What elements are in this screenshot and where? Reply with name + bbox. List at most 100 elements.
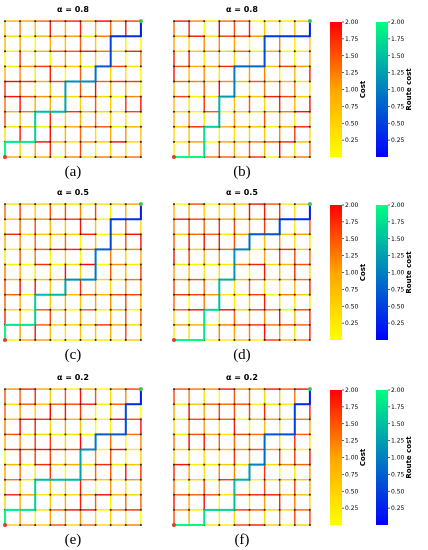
node [49,20,52,23]
node [4,278,6,281]
node [218,418,221,421]
node [109,80,112,83]
node [34,403,37,406]
node [263,293,266,296]
node [109,140,112,143]
node [203,20,206,23]
end-node [138,202,143,207]
node [139,278,142,281]
panel-label: (d) [233,347,251,363]
node [4,478,6,481]
node [203,418,206,421]
node [49,263,52,266]
node [64,418,67,421]
end-node [307,202,312,207]
node [293,308,296,311]
node [139,263,142,266]
node [233,418,236,421]
node [203,218,206,221]
node [79,403,82,406]
tick-label: 1.75 [391,219,405,226]
tick-label: 0.75 [345,103,359,110]
node [94,20,97,23]
colorbar-label: Cost [359,448,367,466]
node [173,218,175,221]
node [233,448,236,451]
node [49,156,52,158]
node [263,418,266,421]
node [278,156,281,158]
node [139,478,142,481]
node [49,233,52,236]
node [188,263,191,266]
node [124,20,127,23]
tick-label: 1.00 [345,270,359,277]
tick-label: 1.50 [345,236,359,243]
node [218,140,221,143]
node [173,493,175,496]
node [308,110,311,113]
node [218,339,221,341]
node [233,388,236,391]
tick-label: 1.75 [391,404,405,411]
node [109,293,112,296]
node [109,323,112,326]
node [64,203,67,206]
node [308,65,311,68]
node [203,263,206,266]
node [79,35,82,38]
node [94,140,97,143]
node [4,95,6,98]
node [49,524,52,526]
node [139,80,142,83]
node [293,248,296,251]
node [203,248,206,251]
node [49,278,52,281]
node [19,95,22,98]
node [173,50,175,53]
tick-label: 1.00 [391,455,405,462]
node [139,524,142,526]
panel-label: (e) [65,532,82,548]
tick-label: 0.50 [391,303,405,310]
node [19,524,22,526]
tick-label: 1.25 [345,253,359,260]
node [79,65,82,68]
node [49,403,52,406]
tick-label: 0.25 [391,505,405,512]
node [94,203,97,206]
node [109,524,112,526]
node [139,433,142,436]
colorbar [330,205,342,340]
node [188,203,191,206]
tick-label: 1.50 [391,53,405,60]
node [248,20,251,23]
node [139,448,142,451]
node [19,339,22,341]
node [49,80,52,83]
colorbar [376,390,388,525]
node [278,463,281,466]
node [94,156,97,158]
node [79,293,82,296]
tick-label: 2.00 [391,202,405,209]
node [124,233,127,236]
node [233,110,236,113]
colorbar-label: Cost [359,263,367,281]
node [233,403,236,406]
node [308,508,311,511]
node [263,218,266,221]
panel-title: α = 0.8 [226,5,258,14]
node [4,65,6,68]
node [218,233,221,236]
node [203,233,206,236]
start-node [172,155,176,159]
node [139,50,142,53]
node [308,448,311,451]
node [263,339,266,341]
tick-label: 1.75 [391,36,405,43]
node [49,203,52,206]
node [173,293,175,296]
node [49,218,52,221]
node [233,156,236,158]
